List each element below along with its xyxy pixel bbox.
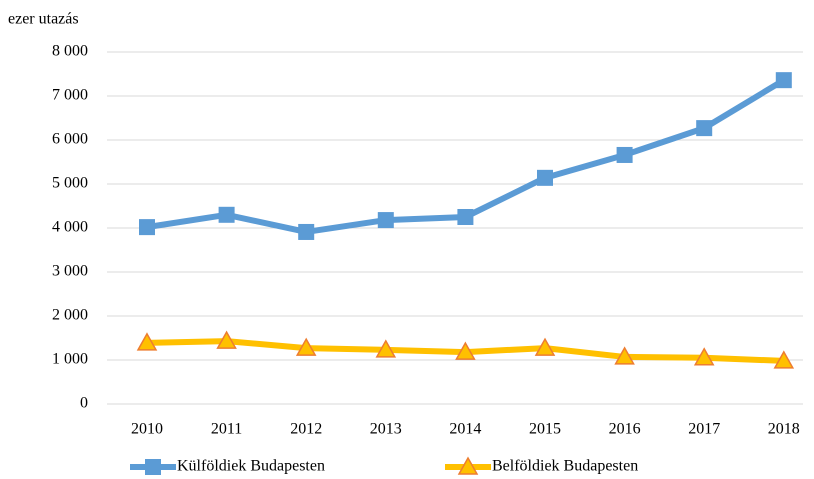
x-tick-label: 2010 bbox=[131, 421, 163, 438]
y-tick-label: 8 000 bbox=[52, 43, 88, 60]
data-point bbox=[136, 332, 158, 351]
data-point bbox=[775, 72, 792, 89]
y-tick-label: 5 000 bbox=[52, 175, 88, 192]
x-tick-label: 2014 bbox=[449, 421, 481, 438]
y-tick-label: 0 bbox=[80, 395, 88, 412]
legend-label: Belföldiek Budapesten bbox=[492, 458, 638, 475]
data-point bbox=[693, 347, 715, 366]
x-tick-label: 2012 bbox=[290, 421, 322, 438]
data-point bbox=[696, 120, 713, 137]
data-point bbox=[218, 206, 235, 223]
y-tick-label: 3 000 bbox=[52, 263, 88, 280]
y-tick-label: 6 000 bbox=[52, 131, 88, 148]
data-point bbox=[139, 219, 155, 236]
x-tick-label: 2018 bbox=[768, 421, 800, 438]
y-tick-label: 4 000 bbox=[52, 219, 88, 236]
data-point bbox=[375, 339, 397, 358]
legend-label: Külföldiek Budapesten bbox=[177, 458, 325, 475]
data-point bbox=[616, 146, 633, 163]
data-point bbox=[295, 337, 317, 356]
data-point bbox=[216, 330, 237, 349]
y-tick-label: 7 000 bbox=[52, 87, 88, 104]
data-point bbox=[455, 341, 476, 360]
data-point bbox=[773, 350, 795, 369]
data-point bbox=[537, 169, 553, 186]
legend-marker bbox=[145, 459, 161, 475]
data-point bbox=[457, 209, 474, 225]
x-tick-label: 2017 bbox=[688, 421, 720, 438]
x-tick-label: 2011 bbox=[211, 421, 242, 438]
data-point bbox=[377, 212, 394, 229]
y-axis-label: ezer utazás bbox=[8, 11, 79, 28]
y-tick-label: 2 000 bbox=[52, 307, 88, 324]
data-point bbox=[534, 337, 556, 356]
data-point bbox=[298, 223, 315, 240]
legend-marker bbox=[457, 456, 479, 475]
x-tick-label: 2015 bbox=[529, 421, 561, 438]
data-point bbox=[614, 346, 635, 365]
x-tick-label: 2016 bbox=[609, 421, 641, 438]
x-tick-label: 2013 bbox=[370, 421, 402, 438]
y-tick-label: 1 000 bbox=[52, 351, 88, 368]
